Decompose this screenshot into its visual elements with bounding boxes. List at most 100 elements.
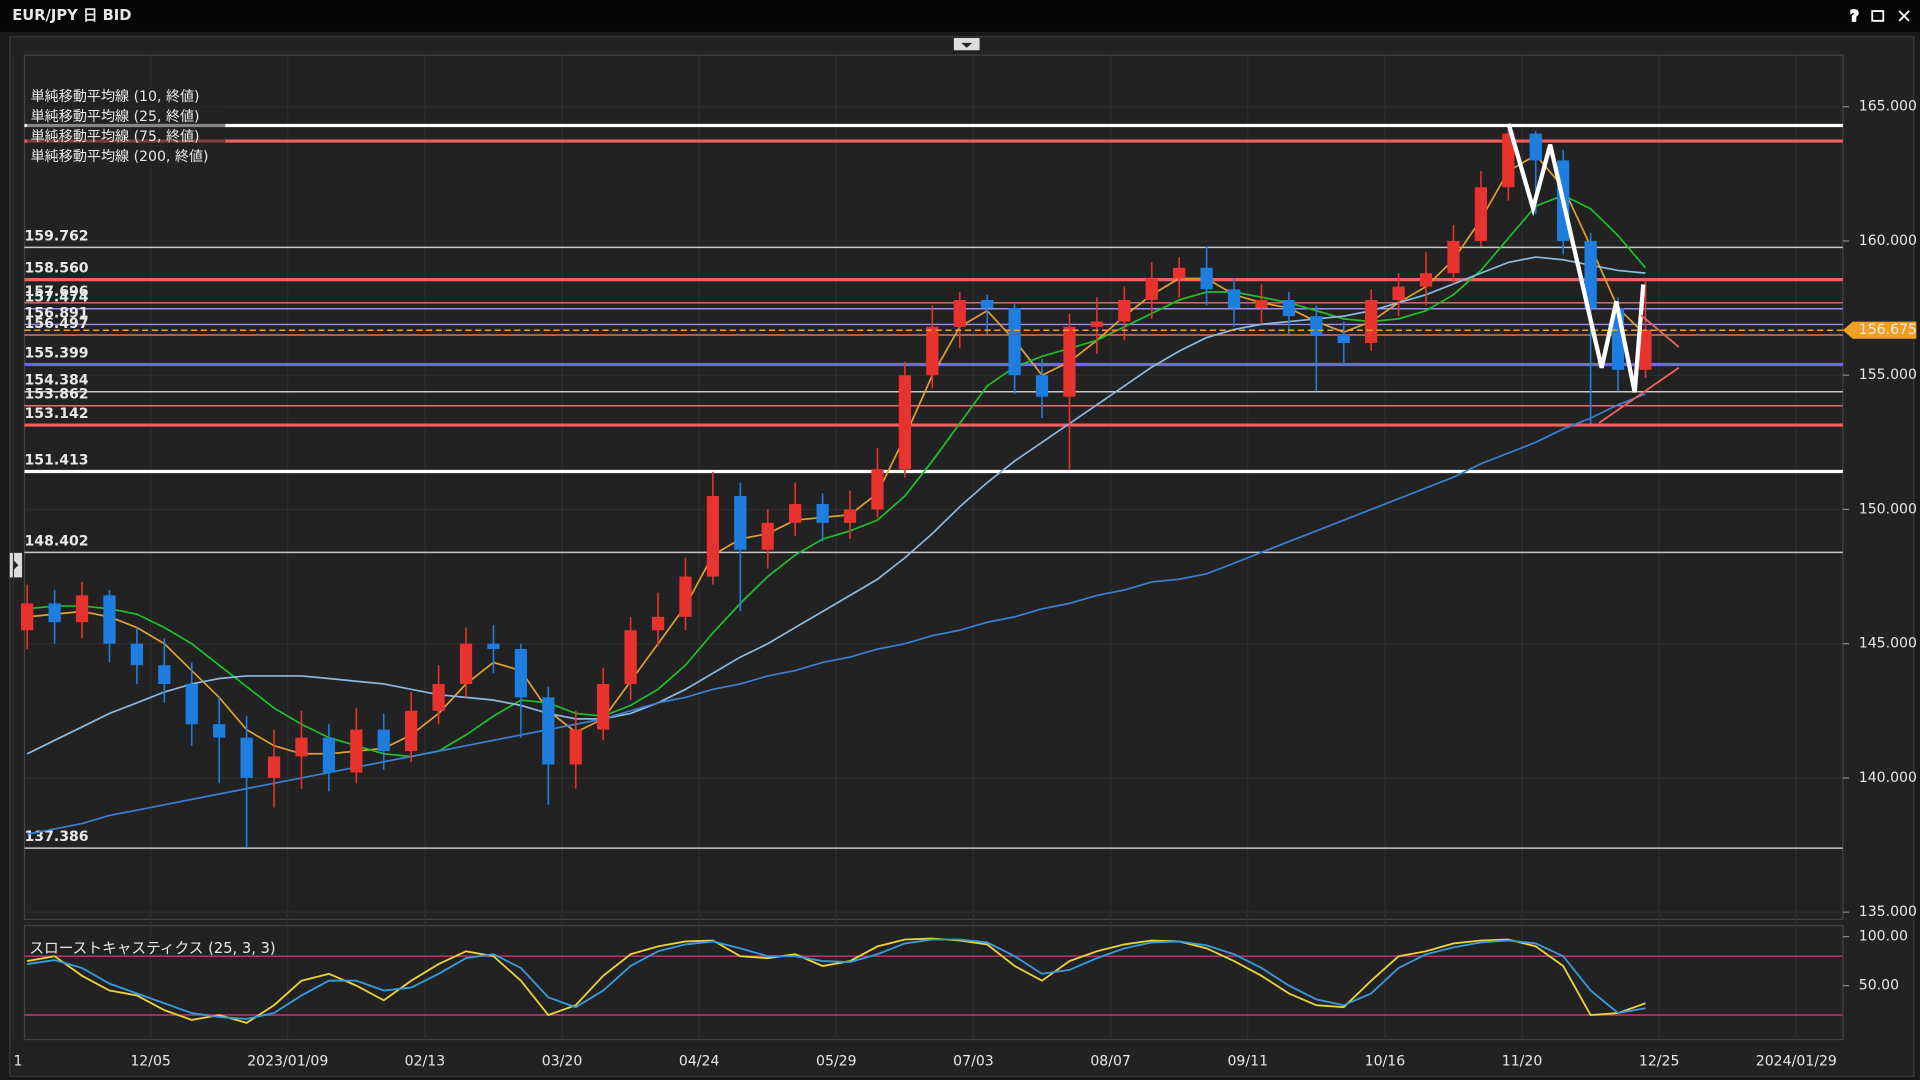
y-tick-label: 100.00 [1859, 929, 1908, 945]
candle-body [843, 509, 857, 523]
help-button[interactable]: ? [1849, 7, 1859, 26]
candle-body [459, 643, 473, 684]
moving-average-line [27, 393, 1646, 836]
x-tick-label: 05/29 [816, 1054, 857, 1070]
candle-body [350, 729, 363, 773]
candle-body [1173, 267, 1186, 279]
candle-body [377, 729, 390, 752]
side-tab[interactable] [9, 552, 23, 578]
candle-body [158, 665, 171, 684]
tab-arrow [961, 42, 973, 48]
candle-body [898, 375, 912, 470]
price-level-label: 153.862 [24, 387, 88, 403]
legend-entry: 単純移動平均線 (75, 終値) [31, 129, 200, 145]
trend-line [1598, 367, 1680, 424]
legend-entry: 単純移動平均線 (25, 終値) [31, 109, 200, 125]
candle-body [432, 683, 445, 711]
candle-body [1310, 316, 1323, 335]
candle-body [1337, 334, 1350, 343]
y-tick-label: 50.00 [1859, 978, 1899, 994]
y-tick-label: 165.000 [1859, 99, 1917, 115]
candle-body [1529, 133, 1542, 161]
y-tick-label: 160.000 [1859, 233, 1917, 249]
candle-body [75, 595, 89, 623]
candle-body [597, 683, 610, 730]
candle-body [1255, 300, 1268, 309]
candle-body [103, 595, 116, 644]
candle-body [1118, 300, 1131, 322]
candle-body [240, 737, 253, 778]
price-panel [23, 54, 1844, 921]
y-tick-label: 135.000 [1859, 904, 1917, 920]
candle-body [1035, 375, 1049, 397]
price-level-label: 153.142 [24, 406, 88, 422]
candle-body [267, 756, 281, 778]
x-tick-label: 10/16 [1365, 1054, 1406, 1070]
legend-entry: 単純移動平均線 (200, 終値) [31, 149, 209, 165]
price-level-label: 151.413 [24, 452, 88, 468]
candle-body [487, 643, 500, 650]
oscillator-line [27, 938, 1646, 1020]
x-tick-label: 2023/01/09 [247, 1054, 328, 1070]
price-level-label: 159.762 [24, 228, 88, 244]
candle-body [1063, 326, 1076, 397]
price-level-label: 137.386 [24, 829, 88, 845]
candle-body [1200, 267, 1213, 290]
price-level-label: 157.696 [24, 284, 88, 300]
candle-body [569, 729, 582, 765]
oscillator-line [27, 937, 1646, 1024]
drawn-annotations [1506, 123, 1680, 424]
candle-body [816, 504, 829, 523]
y-tick-label: 155.000 [1859, 367, 1917, 383]
tab-arrow [13, 560, 19, 571]
candle-body [130, 643, 144, 666]
candle-body [1447, 240, 1460, 274]
collapse-tab[interactable] [953, 38, 980, 51]
candle-body [624, 630, 637, 684]
legend-entry: 単純移動平均線 (10, 終値) [31, 89, 200, 105]
price-level-label: 156.891 [24, 305, 88, 321]
oscillator-title: スローストキャスティクス (25, 3, 3) [29, 940, 275, 957]
candle-body [514, 649, 528, 698]
x-tick-label: 03/20 [542, 1054, 583, 1070]
x-tick-label: 1 [13, 1054, 22, 1070]
candle-body [706, 496, 720, 577]
x-tick-label: 07/03 [953, 1054, 994, 1070]
title-bar [0, 0, 1920, 32]
price-level-label: 158.560 [24, 261, 88, 277]
candle-body [734, 496, 747, 550]
y-tick-label: 140.000 [1859, 770, 1917, 786]
candle-body [789, 504, 802, 523]
x-tick-label: 02/13 [405, 1054, 446, 1070]
stochastic-panel [23, 924, 1844, 1041]
candle-body [981, 300, 994, 309]
y-tick-label: 150.000 [1859, 501, 1917, 517]
y-tick-label: 145.000 [1859, 636, 1917, 652]
candle-body [1392, 286, 1405, 301]
x-tick-label: 11/20 [1502, 1054, 1543, 1070]
x-tick-label: 04/24 [679, 1054, 720, 1070]
current-price-label: 156.675 [1859, 322, 1917, 338]
candle-body [21, 603, 34, 631]
candle-body [185, 683, 198, 725]
candle-body [405, 710, 418, 752]
legend: 単純移動平均線 (10, 終値) 単純移動平均線 (25, 終値) 単純移動平均線 … [26, 85, 226, 167]
x-tick-label: 12/05 [130, 1054, 171, 1070]
candle-body [871, 469, 884, 510]
maximize-button[interactable] [1871, 10, 1885, 22]
candle-body [1008, 308, 1021, 376]
x-tick-label: 12/25 [1639, 1054, 1680, 1070]
candle-body [761, 522, 774, 550]
candle-body [1502, 133, 1515, 188]
candle-body [651, 616, 665, 631]
trend-line [1640, 314, 1680, 348]
window-buttons[interactable]: ? [1849, 7, 1910, 26]
candle-body [542, 697, 555, 765]
candle-body [1419, 273, 1433, 287]
w-pattern [1506, 123, 1646, 393]
price-level-label: 154.384 [24, 373, 88, 389]
legend-box [26, 85, 226, 167]
candle-body [1365, 300, 1378, 343]
close-button[interactable] [1898, 10, 1910, 22]
